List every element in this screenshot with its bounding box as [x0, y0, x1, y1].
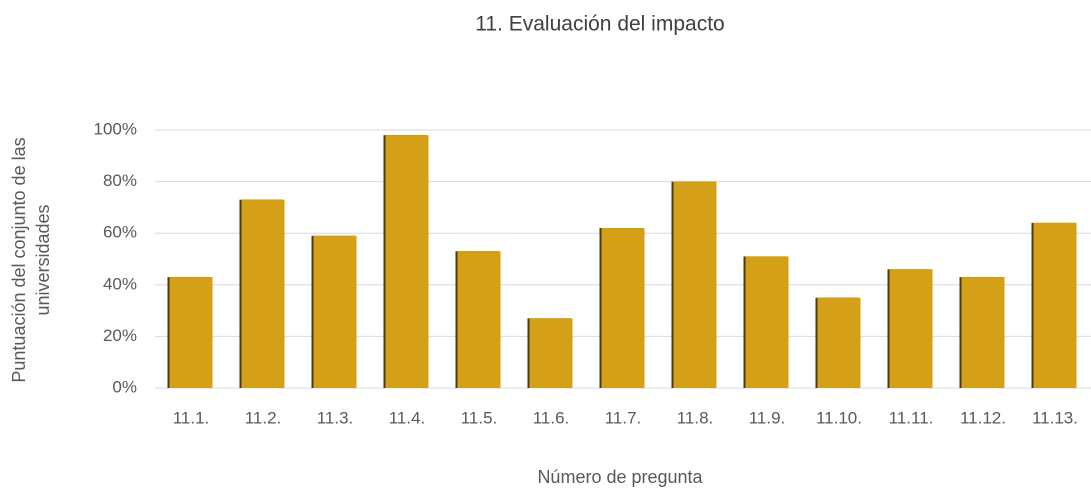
x-tick-label: 11.10.	[816, 408, 862, 427]
bar	[889, 269, 933, 388]
bar	[673, 181, 717, 388]
bar	[1033, 222, 1077, 388]
x-tick-label: 11.9.	[749, 408, 786, 427]
y-tick-label: 60%	[103, 223, 137, 242]
bar	[241, 199, 285, 388]
y-tick-label: 20%	[103, 326, 137, 345]
x-tick-label: 11.6.	[533, 408, 570, 427]
x-tick-label: 11.2.	[245, 408, 282, 427]
y-axis-title: Puntuación del conjunto de las	[9, 137, 29, 382]
y-axis-title: universidades	[33, 204, 53, 315]
x-tick-label: 11.5.	[461, 408, 498, 427]
bar	[601, 228, 645, 388]
y-tick-label: 0%	[112, 377, 137, 396]
chart-title: 11. Evaluación del impacto	[475, 13, 724, 36]
bar	[961, 277, 1005, 388]
x-tick-label: 11.1.	[173, 408, 210, 427]
x-tick-label: 11.7.	[605, 408, 642, 427]
x-axis-title: Número de pregunta	[537, 467, 703, 487]
x-tick-label: 11.12.	[960, 408, 1006, 427]
bar	[745, 256, 789, 388]
bar	[457, 251, 501, 388]
bar	[817, 297, 861, 388]
bar	[529, 318, 573, 388]
bar	[385, 135, 429, 388]
bar	[313, 235, 357, 388]
bar	[169, 277, 213, 388]
x-tick-label: 11.4.	[389, 408, 426, 427]
y-tick-label: 100%	[94, 119, 137, 138]
y-tick-label: 80%	[103, 171, 137, 190]
y-tick-label: 40%	[103, 274, 137, 293]
x-tick-label: 11.13.	[1032, 408, 1078, 427]
x-tick-label: 11.8.	[677, 408, 714, 427]
x-tick-label: 11.11.	[889, 408, 934, 427]
x-tick-label: 11.3.	[317, 408, 354, 427]
